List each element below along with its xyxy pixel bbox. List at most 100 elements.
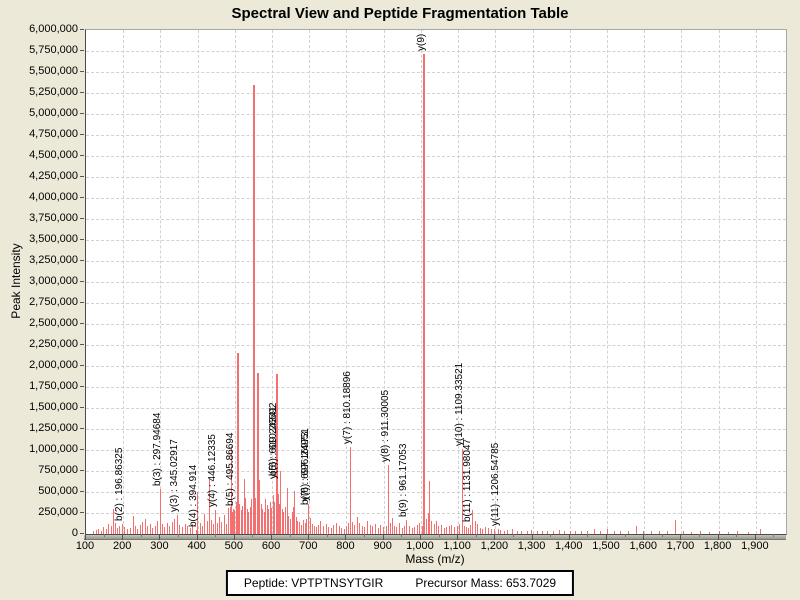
spectrum-peak [461,449,463,534]
x-tick-label: 200 [113,540,132,552]
y-tick-label: 750,000 [38,464,78,476]
gridline [86,198,786,199]
x-tick-label: 500 [224,540,244,552]
spectrum-peak [446,526,448,534]
spectrum-peak [248,512,250,534]
spectrum-peak [441,524,443,534]
y-tick-label: 6,000,000 [29,23,78,35]
axis-minor-tick [550,534,552,537]
axis-tick [159,534,161,540]
spectrum-peak [273,502,275,534]
spectrum-peak [409,526,411,534]
spectrum-peak [398,523,400,534]
y-tick-label: 1,500,000 [29,401,78,413]
x-tick-label: 1,700 [666,540,695,552]
spectrum-peak [310,518,312,534]
axis-tick [457,534,459,540]
spectrum-peak [387,465,389,534]
x-tick-label: 600 [261,540,281,552]
y-tick-label: 1,750,000 [29,380,78,392]
spectrum-peak [411,528,413,534]
gridline [86,114,786,115]
spectrum-peak [115,523,117,534]
spectrum-peak [149,523,151,534]
spectrum-peak [179,525,181,534]
spectrum-peak [204,513,206,534]
y-tick-label: 5,000,000 [29,107,78,119]
axis-tick [80,50,84,51]
spectrum-peak [280,471,282,534]
spectrum-peak [497,529,499,534]
spectrum-peak [293,507,295,534]
spectrum-peak [427,513,429,534]
spectrum-peak [249,507,251,534]
spectrum-peak [260,503,262,534]
spectrum-peak [269,502,271,534]
spectrum-peak [294,491,296,534]
spectrum-peak [443,527,445,534]
axis-tick [80,197,84,198]
spectrum-peak [474,521,476,534]
gridline [86,429,786,430]
axis-tick [122,534,124,540]
spectrum-peak [479,527,481,534]
spectrum-peak [470,524,472,534]
axis-tick [345,534,347,540]
spectrum-peak [484,527,486,534]
spectrum-peak [147,526,149,534]
x-tick-label: 1,000 [406,540,434,552]
peak-annotation: b(4) : 394.914 [187,464,199,528]
axis-tick [80,407,84,408]
x-tick-label: 800 [336,540,355,552]
axis-tick [308,534,310,540]
spectrum-peak [454,527,456,534]
axis-tick [85,534,86,540]
spectrum-peak [666,531,668,534]
spectrum-peak [433,523,435,534]
spectrum-peak [208,479,210,534]
spectrum-peak [338,526,340,534]
spectrum-peak [459,523,461,534]
peak-annotation: y(8) : 911.30005 [379,390,391,463]
spectrum-peak [553,530,555,534]
spectrum-peak [423,53,426,534]
spectrum-peak [536,531,538,534]
spectrum-peak [275,374,278,534]
axis-minor-tick [699,534,701,537]
gridline [86,408,786,409]
spectrum-peak [164,526,166,534]
x-tick-label: 1,200 [480,540,509,552]
axis-tick [80,323,84,324]
spectrum-peak [229,507,231,534]
spectrum-peak [414,526,416,534]
spectrum-peak [354,524,356,534]
spectrum-peak [341,527,343,534]
spectrum-peak [246,508,248,534]
spectrum-peak [448,526,450,534]
spectrum-peak [110,526,112,534]
axis-tick [271,534,273,540]
peak-annotation: y(11) : 1206.54785 [489,443,501,527]
spectrum-peak [124,526,126,534]
peak-annotation: b(5) : 495.86694 [225,432,237,506]
spectrum-peak [760,529,762,534]
spectrum-peak [117,528,119,534]
spectrum-peak [359,523,361,534]
peak-annotation: b(2) : 196.86325 [114,447,126,521]
spectrum-peak [364,526,366,534]
spectrum-peak [275,478,277,534]
gridline [86,282,786,283]
spectrum-peak [225,523,227,534]
spectrum-peak [429,481,431,534]
axis-tick [80,71,84,72]
spectrum-peak [343,528,345,534]
spectrum-peak [558,530,560,534]
spectrum-peak [301,524,303,534]
spectrum-peak [259,480,261,534]
spectrum-peak [333,524,335,534]
spectrum-peak [503,530,505,534]
plot-area[interactable]: b(2) : 196.86325 b(3) : 297.94684 y(3) : 3… [85,29,787,535]
gridline [86,72,786,73]
spectrum-peak [219,517,221,534]
y-tick-label: 4,750,000 [29,128,78,140]
